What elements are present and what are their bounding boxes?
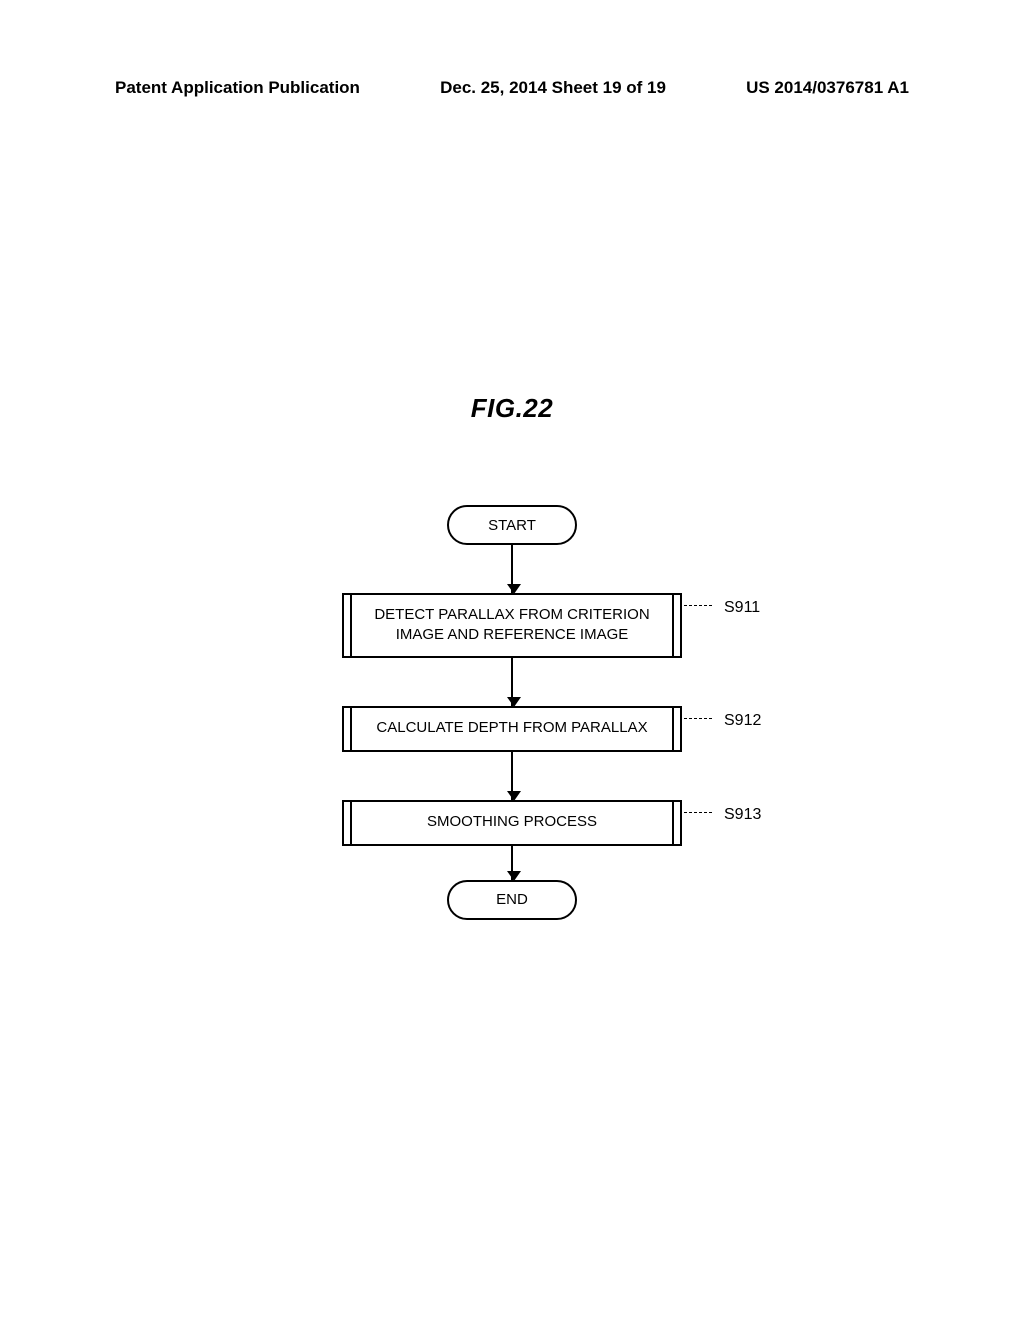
step-label-s912: S912	[724, 710, 761, 732]
connector	[312, 752, 712, 800]
step-label-s911: S911	[724, 597, 760, 619]
connector	[312, 658, 712, 706]
header-center: Dec. 25, 2014 Sheet 19 of 19	[440, 78, 666, 98]
page-header: Patent Application Publication Dec. 25, …	[115, 78, 909, 98]
terminal-end-text: END	[496, 891, 528, 908]
header-right: US 2014/0376781 A1	[746, 78, 909, 98]
process-s913-text: SMOOTHING PROCESS	[427, 812, 597, 832]
terminal-start-text: START	[488, 517, 536, 534]
header-left: Patent Application Publication	[115, 78, 360, 98]
process-s913: SMOOTHING PROCESS S913	[342, 800, 682, 846]
terminal-start: START	[447, 505, 577, 545]
flowchart-column: START DETECT PARALLAX FROM CRITERION IMA…	[312, 505, 712, 920]
page: Patent Application Publication Dec. 25, …	[0, 0, 1024, 1320]
process-s912: CALCULATE DEPTH FROM PARALLAX S912	[342, 706, 682, 752]
arrow-down-icon	[511, 658, 513, 706]
process-s912-text: CALCULATE DEPTH FROM PARALLAX	[376, 718, 647, 738]
step-label-s913: S913	[724, 804, 761, 826]
terminal-end: END	[447, 880, 577, 920]
connector	[312, 545, 712, 593]
process-s911-text: DETECT PARALLAX FROM CRITERION IMAGE AND…	[352, 605, 672, 646]
process-s911: DETECT PARALLAX FROM CRITERION IMAGE AND…	[342, 593, 682, 658]
leader-line	[684, 812, 712, 813]
arrow-down-icon	[511, 545, 513, 593]
flowchart: START DETECT PARALLAX FROM CRITERION IMA…	[0, 505, 1024, 920]
leader-line	[684, 718, 712, 719]
arrow-down-icon	[511, 752, 513, 800]
leader-line	[684, 605, 712, 606]
figure-title: FIG.22	[0, 393, 1024, 424]
arrow-down-icon	[511, 846, 513, 880]
connector	[312, 846, 712, 880]
